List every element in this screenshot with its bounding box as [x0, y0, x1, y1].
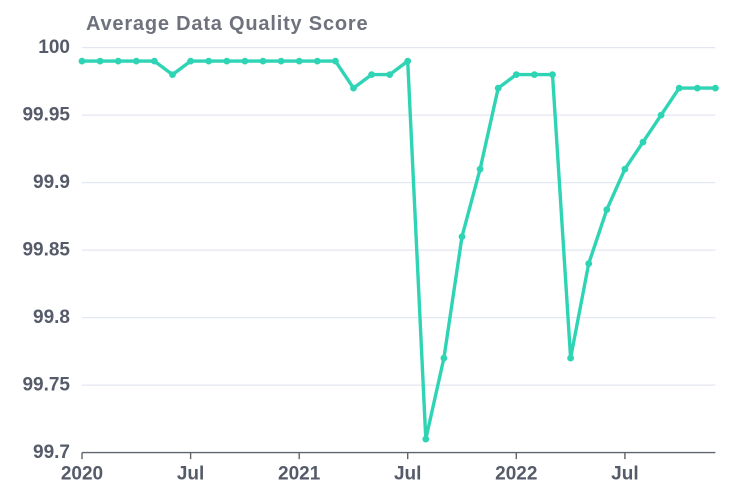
svg-text:99.95: 99.95: [22, 104, 70, 125]
svg-text:99.85: 99.85: [22, 239, 70, 260]
svg-text:2020: 2020: [61, 463, 103, 484]
svg-text:100: 100: [38, 37, 70, 58]
svg-text:2021: 2021: [278, 463, 321, 484]
svg-text:99.7: 99.7: [33, 442, 70, 463]
svg-text:Average Data Quality Score: Average Data Quality Score: [86, 13, 368, 35]
svg-text:99.9: 99.9: [33, 172, 70, 193]
svg-text:Jul: Jul: [611, 463, 638, 484]
svg-text:Jul: Jul: [394, 463, 421, 484]
svg-text:99.75: 99.75: [22, 374, 70, 395]
svg-text:Jul: Jul: [177, 463, 204, 484]
svg-text:2022: 2022: [495, 463, 537, 484]
svg-text:99.8: 99.8: [33, 307, 70, 328]
